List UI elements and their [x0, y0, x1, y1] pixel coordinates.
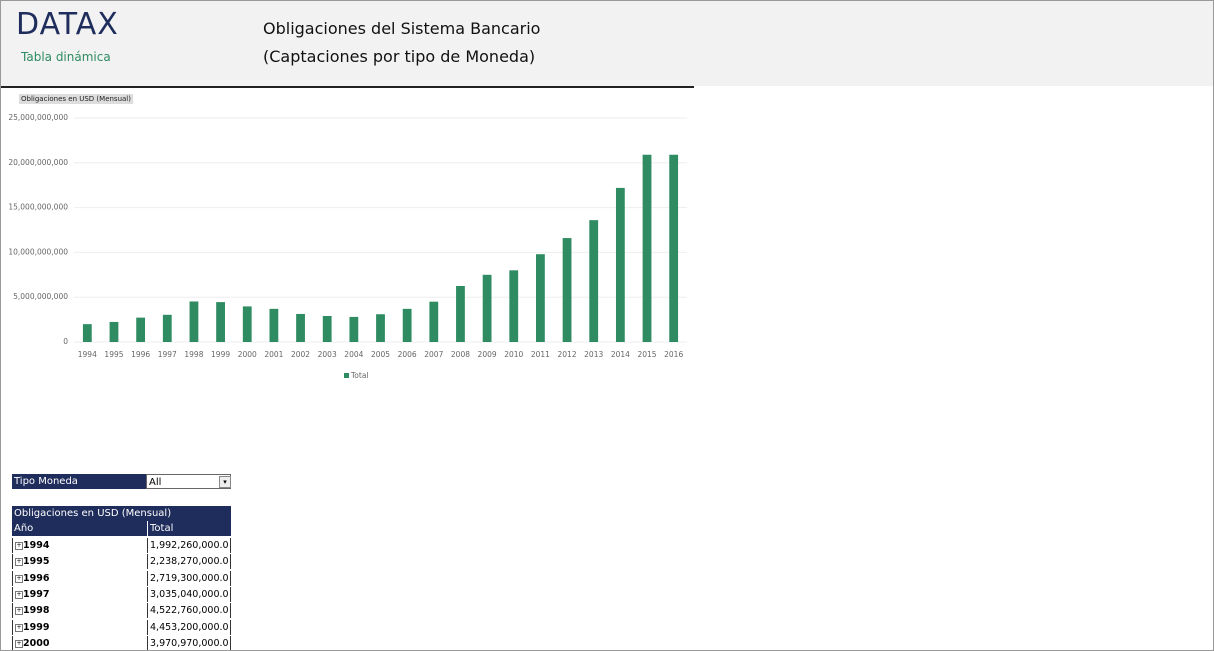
chart-label: Obligaciones en USD (Mensual)	[19, 94, 133, 104]
x-tick-label: 2010	[504, 350, 523, 359]
x-tick-label: 2016	[664, 350, 683, 359]
x-tick-label: 2009	[478, 350, 497, 359]
expand-button[interactable]: +	[15, 574, 23, 583]
bar	[296, 313, 305, 342]
x-tick-label: 1994	[78, 350, 97, 359]
filter-label: Tipo Moneda	[12, 474, 146, 489]
bar	[402, 308, 412, 342]
expand-button[interactable]: +	[15, 542, 23, 550]
pivot-value: 1,992,260,000.0	[147, 538, 231, 553]
expand-button[interactable]: +	[15, 558, 23, 567]
title: (Captaciones por tipo de Moneda)	[263, 47, 536, 66]
expand-button[interactable]: +	[15, 590, 23, 599]
column-header: Año	[12, 521, 147, 536]
chart: 0 5,000,000,000 10,000,000,000 15,000,000,0…	[8, 113, 687, 380]
bar	[669, 154, 679, 342]
expand-button[interactable]: +	[15, 607, 23, 616]
x-tick-label: 1998	[184, 350, 203, 359]
x-tick-label: 2006	[398, 350, 417, 359]
pivot-row-label[interactable]: 1996	[12, 570, 147, 586]
bar	[429, 301, 439, 342]
expand-button[interactable]: +	[15, 623, 23, 632]
y-tick-label: 10,000,000,000	[8, 247, 68, 256]
bar	[482, 274, 492, 342]
bar	[562, 238, 572, 342]
x-tick-label: 2004	[344, 350, 363, 359]
x-tick-label: 2000	[238, 350, 257, 359]
x-tick-label: 2014	[611, 350, 630, 359]
y-tick-label: 0	[63, 337, 68, 346]
column-header: Total	[147, 521, 231, 536]
pivot-value: 3,035,040,000.0	[147, 586, 231, 602]
bar	[456, 286, 465, 342]
x-tick-label: 2003	[318, 350, 337, 359]
x-tick-label: 2007	[424, 350, 443, 359]
x-tick-label: 1995	[104, 350, 123, 359]
y-tick-label: 15,000,000,000	[8, 203, 68, 212]
x-tick-label: 1997	[158, 350, 177, 359]
x-tick-label: 2001	[264, 350, 283, 359]
bar	[349, 316, 359, 342]
x-tick-label: 2013	[584, 350, 603, 359]
pivot-row-label[interactable]: 1999	[12, 619, 147, 635]
bar	[269, 308, 279, 342]
bar	[322, 316, 332, 342]
pivot-row-label[interactable]: 2000	[12, 635, 147, 650]
bar	[162, 314, 172, 342]
x-tick-label: 2011	[531, 350, 550, 359]
pivot-row-label[interactable]: 1998	[12, 603, 147, 619]
bar	[109, 321, 119, 342]
pivot-row-label[interactable]: 1995	[12, 554, 147, 570]
pivot-value: 4,453,200,000.0	[147, 619, 231, 635]
bar	[216, 302, 225, 342]
bar	[82, 324, 92, 342]
x-tick-label: 2005	[371, 350, 390, 359]
pivot-value: 2,238,270,000.0	[147, 554, 231, 570]
bar	[642, 154, 652, 342]
bar	[242, 306, 252, 342]
pivot-row-label[interactable]: 1994	[12, 538, 147, 553]
x-tick-label: 2002	[291, 350, 310, 359]
x-tick-label: 1999	[211, 350, 230, 359]
bar	[589, 220, 599, 342]
x-tick-label: 2008	[451, 350, 470, 359]
x-tick-label: 1996	[131, 350, 150, 359]
expand-button[interactable]: +	[15, 639, 23, 648]
subtitle: Tabla dinámica	[21, 50, 111, 64]
bar	[615, 187, 625, 342]
pivot-value: 3,970,970,000.0	[147, 635, 231, 650]
title: Obligaciones del Sistema Bancario	[263, 19, 541, 38]
legend-swatch	[344, 373, 349, 378]
y-tick-label: 5,000,000,000	[13, 292, 68, 301]
pivot-value: 4,522,760,000.0	[147, 603, 231, 619]
bar	[376, 314, 385, 342]
x-tick-label: 2015	[637, 350, 656, 359]
x-tick-label: 2012	[558, 350, 577, 359]
pivot-title: Obligaciones en USD (Mensual)	[12, 506, 231, 521]
y-tick-label: 20,000,000,000	[8, 158, 68, 167]
logo: DATAX	[16, 7, 119, 42]
header-rule	[1, 86, 694, 88]
dropdown-arrow[interactable]: ▾	[219, 476, 231, 488]
header	[1, 1, 1213, 86]
bar	[189, 301, 199, 342]
legend-label: Total	[350, 371, 369, 380]
bar	[536, 254, 545, 342]
pivot-row-label[interactable]: 1997	[12, 586, 147, 602]
bar	[509, 270, 519, 342]
y-tick-label: 25,000,000,000	[8, 113, 68, 122]
pivot-value: 2,719,300,000.0	[147, 570, 231, 586]
bar	[136, 317, 146, 342]
